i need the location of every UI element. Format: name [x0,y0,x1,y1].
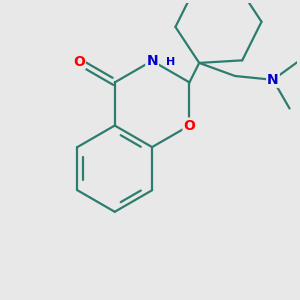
Text: H: H [166,58,176,68]
Text: O: O [73,55,85,69]
Text: N: N [267,73,279,87]
Text: N: N [146,54,158,68]
Text: O: O [184,118,195,133]
